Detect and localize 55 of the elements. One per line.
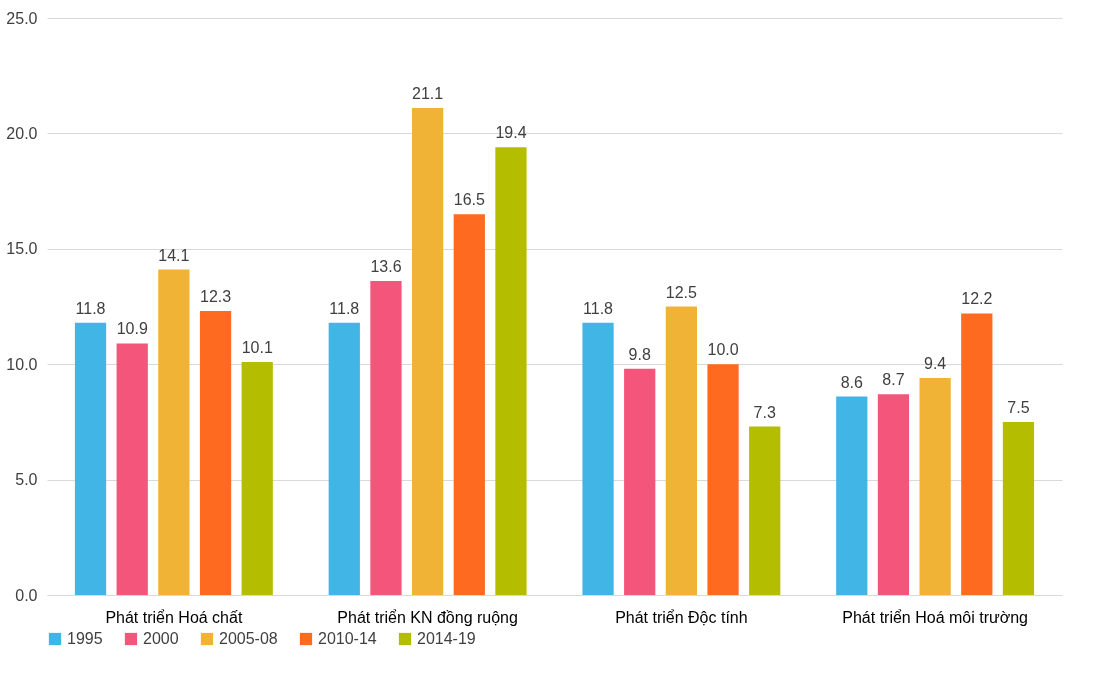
data-label: 14.1 xyxy=(158,246,190,264)
bar xyxy=(241,361,273,595)
bar xyxy=(199,311,232,595)
data-label: 10.0 xyxy=(707,341,739,359)
bar xyxy=(328,322,360,595)
bar xyxy=(1002,421,1035,595)
y-tick-label: 10.0 xyxy=(6,355,38,373)
bar xyxy=(919,378,951,595)
bar xyxy=(158,269,190,595)
data-label: 9.4 xyxy=(924,355,947,373)
bar xyxy=(961,313,993,595)
legend-label: 1995 xyxy=(67,630,103,647)
bar xyxy=(116,343,148,595)
data-label: 16.5 xyxy=(453,191,485,209)
bar xyxy=(74,322,107,595)
y-tick-label: 25.0 xyxy=(6,9,38,27)
data-label: 10.9 xyxy=(116,320,148,338)
data-label: 9.8 xyxy=(628,345,651,363)
bar xyxy=(582,322,614,595)
data-label: 11.8 xyxy=(75,299,106,317)
data-label: 21.1 xyxy=(412,85,444,103)
legend-label: 2000 xyxy=(143,630,179,647)
bar xyxy=(370,281,402,595)
bar xyxy=(412,108,444,595)
legend-label: 2005-08 xyxy=(219,630,278,647)
bar xyxy=(707,364,739,595)
data-label: 7.5 xyxy=(1007,398,1030,416)
x-tick-label: Phát triển Hoá môi trường xyxy=(842,608,1028,626)
data-label: 10.1 xyxy=(241,338,273,356)
data-label: 8.7 xyxy=(882,371,905,389)
bar xyxy=(665,306,697,595)
bar xyxy=(836,396,868,595)
legend-label: 2014-19 xyxy=(417,630,476,647)
data-label: 11.8 xyxy=(583,299,614,317)
x-tick-label: Phát triển Hoá chất xyxy=(105,608,243,626)
legend-label: 2010-14 xyxy=(318,630,377,647)
data-label: 12.2 xyxy=(961,290,993,308)
data-label: 19.4 xyxy=(495,124,527,142)
y-tick-label: 15.0 xyxy=(6,240,38,258)
bar xyxy=(453,214,485,595)
y-tick-label: 20.0 xyxy=(6,124,38,142)
data-label: 7.3 xyxy=(753,403,776,421)
y-tick-label: 5.0 xyxy=(15,471,38,489)
x-tick-label: Phát triển Độc tính xyxy=(615,608,748,626)
bar xyxy=(624,368,656,595)
data-label: 12.3 xyxy=(199,288,232,306)
bar xyxy=(877,394,910,595)
x-tick-label: Phát triển KN đồng ruộng xyxy=(337,608,518,626)
data-label: 13.6 xyxy=(370,258,402,276)
data-label: 8.6 xyxy=(840,373,864,391)
y-tick-label: 0.0 xyxy=(15,586,38,604)
data-label: 12.5 xyxy=(665,283,698,301)
bar xyxy=(749,426,781,595)
bar xyxy=(495,147,527,595)
data-label: 11.8 xyxy=(329,299,360,317)
